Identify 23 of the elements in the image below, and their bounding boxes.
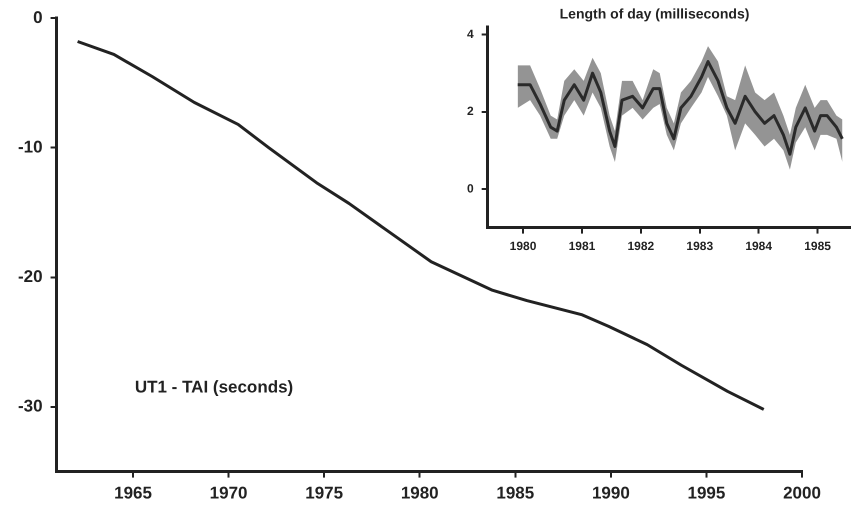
x-tick-label: 1980 [400, 483, 439, 502]
x-tick-label: 1985 [496, 483, 534, 502]
x-tick-label: 1982 [628, 239, 655, 254]
x-tick-label: 1984 [745, 239, 772, 254]
x-tick-label: 1975 [305, 483, 344, 502]
x-tick-label: 1983 [686, 239, 714, 254]
x-tick-label: 1980 [510, 239, 537, 254]
chart-title: Length of day (milliseconds) [560, 5, 750, 22]
x-tick-label: 1985 [804, 239, 832, 254]
y-tick-label: -10 [18, 137, 43, 156]
y-tick-label: 2 [466, 104, 474, 118]
y-tick-label: 0 [466, 181, 474, 196]
y-tick-label: -20 [18, 266, 43, 286]
x-tick-label: 2000 [783, 483, 821, 502]
x-tick-label: 1970 [210, 483, 248, 502]
annotation: UT1 - TAI (seconds) [134, 377, 294, 396]
x-tick-label: 1990 [592, 483, 630, 502]
y-tick-label: 4 [466, 26, 474, 41]
x-tick-label: 1981 [568, 239, 596, 254]
y-tick-label: 0 [33, 8, 43, 27]
x-tick-label: 1965 [114, 483, 152, 502]
y-tick-label: -30 [18, 396, 43, 416]
x-tick-label: 1995 [688, 483, 726, 502]
